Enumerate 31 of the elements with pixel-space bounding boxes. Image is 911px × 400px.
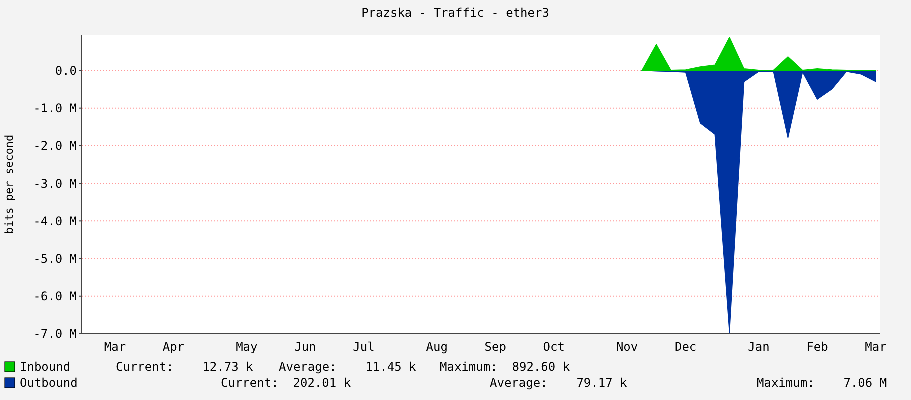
x-tick-label: Oct bbox=[543, 340, 565, 354]
y-tick-label: -4.0 M bbox=[34, 214, 77, 228]
x-tick-label: Mar bbox=[104, 340, 126, 354]
text: Maximum: 892.60 k bbox=[440, 360, 571, 374]
x-tick-label: Feb bbox=[806, 340, 828, 354]
x-tick-label: Dec bbox=[674, 340, 697, 354]
y-tick-label: -5.0 M bbox=[34, 252, 77, 266]
y-tick-label: -6.0 M bbox=[34, 290, 77, 304]
x-tick-label: Sep bbox=[484, 340, 506, 354]
text: Average: 79.17 k bbox=[490, 376, 628, 390]
x-tick-label: Mar bbox=[865, 340, 887, 354]
y-axis-title: bits per second bbox=[3, 134, 16, 234]
y-tick-label: -3.0 M bbox=[34, 176, 77, 191]
chart-title: Prazska - Traffic - ether3 bbox=[362, 6, 550, 20]
y-tick-label: -7.0 M bbox=[34, 327, 77, 342]
text: Average: 11.45 k bbox=[279, 360, 418, 374]
x-tick-label: Nov bbox=[616, 340, 638, 354]
x-tick-label: Apr bbox=[162, 340, 185, 354]
x-tick-label: Aug bbox=[426, 340, 448, 354]
text: Current: 202.01 k bbox=[221, 376, 352, 390]
x-tick-label: Jul bbox=[353, 340, 375, 354]
legend-label: Outbound bbox=[20, 376, 78, 390]
y-tick-label: -1.0 M bbox=[34, 102, 77, 116]
y-tick-label: -2.0 M bbox=[34, 139, 77, 154]
x-tick-label: May bbox=[236, 340, 258, 354]
legend-label: Inbound bbox=[20, 360, 71, 374]
text: Current: 12.73 k bbox=[116, 360, 254, 374]
y-tick-label: 0.0 bbox=[55, 64, 77, 78]
text: Maximum: 7.06 M bbox=[757, 376, 888, 390]
x-tick-label: Jun bbox=[294, 340, 316, 354]
x-tick-label: Jan bbox=[748, 340, 770, 354]
